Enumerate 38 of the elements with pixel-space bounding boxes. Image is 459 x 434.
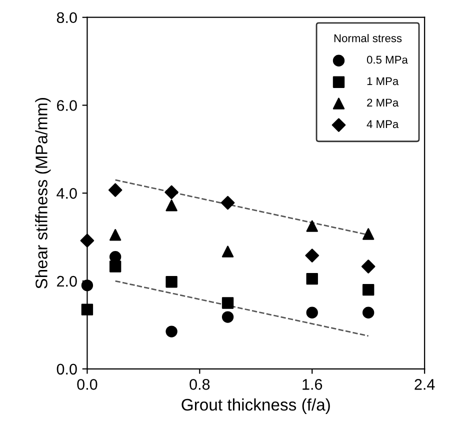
point [222,311,234,323]
y-tick-label: 4.0 [56,188,77,199]
point [166,326,178,338]
point [109,229,122,241]
point [306,220,318,232]
point [166,200,178,212]
point [222,246,234,258]
x-tick-label: 2.4 [414,379,435,390]
point [220,196,235,210]
point [306,272,318,285]
x-axis-title: Grout thickness (f/a) [182,398,330,414]
y-tick-label: 6.0 [57,100,77,111]
x-tick-label: 0.8 [190,379,210,390]
legend-label: 0.5 MPa [366,56,408,64]
legend-label: 2 MPa [367,98,399,107]
x-tick-label: 1.6 [302,379,322,390]
legend-title: Normal stress [334,34,402,42]
x-tick-label: 0.0 [77,379,98,390]
y-tick-label: 2.0 [57,276,77,287]
point [362,306,374,318]
legend-label: 4 MPa [366,120,399,128]
point [362,284,374,296]
point [361,260,376,274]
point [362,228,374,240]
point [166,276,178,288]
point [305,248,320,262]
point [164,185,178,200]
point [306,306,318,318]
point [81,304,94,316]
y-tick-label: 0.0 [56,364,77,375]
y-tick-label: 8.0 [56,12,77,24]
point [109,260,122,272]
point [81,280,94,292]
legend-label: 1 MPa [367,77,399,86]
point [222,297,234,309]
point [80,234,94,248]
point [108,183,122,197]
y-axis-title: Shear stiffness (MPa/mm) [35,98,51,289]
